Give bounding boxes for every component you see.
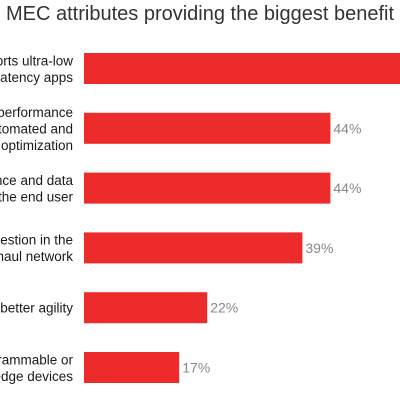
category-label: optimization [1,138,73,153]
bar [84,112,331,144]
value-label: 39% [305,240,333,256]
bar [84,232,303,264]
category-label: edge devices [0,369,73,384]
category-label: nce and data [0,173,73,188]
value-label: 44% [333,120,361,136]
bar [84,172,331,204]
chart-title: MEC attributes providing the biggest ben… [6,3,394,25]
category-label: better agility [0,301,73,316]
value-label: 44% [333,180,361,196]
bar [84,352,180,383]
category-label: haul network [0,249,73,264]
category-label: performance [0,105,73,120]
category-label: orts ultra-low [0,53,73,68]
category-label: the end user [0,189,73,204]
bar [84,292,208,324]
value-label: 22% [210,300,238,316]
category-label: estion in the [0,233,73,248]
category-label: latency apps [0,70,73,85]
category-label: tomated and [0,121,73,136]
value-label: 17% [182,360,210,376]
category-label: rammable or [0,352,73,367]
bar [84,53,400,84]
